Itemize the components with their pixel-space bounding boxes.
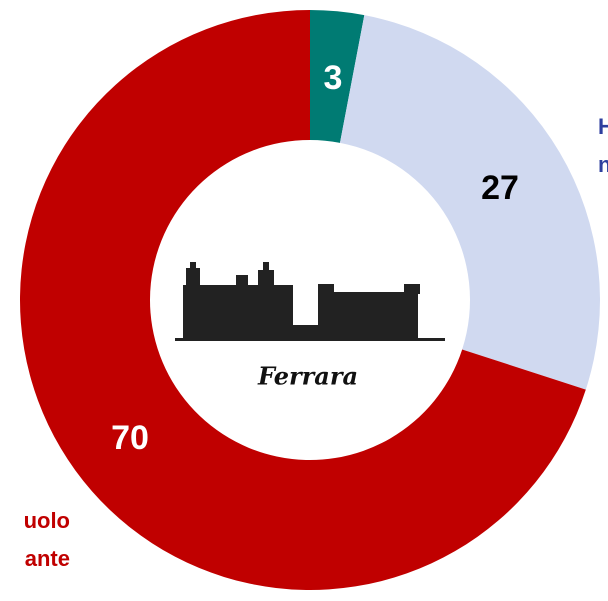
chart: Ferrara 3 27 Hn 70 uolo ante bbox=[0, 0, 608, 601]
center-label: Ferrara bbox=[257, 362, 358, 391]
category-label: ante bbox=[25, 546, 70, 571]
slices bbox=[20, 10, 600, 590]
value-label: 3 bbox=[324, 59, 343, 97]
value-label: 27 bbox=[481, 169, 519, 207]
category-label: n bbox=[598, 152, 608, 177]
category-label: uolo bbox=[24, 508, 70, 533]
category-label: H bbox=[598, 114, 608, 139]
value-label: 70 bbox=[111, 419, 149, 457]
castle-silhouette bbox=[175, 262, 445, 341]
